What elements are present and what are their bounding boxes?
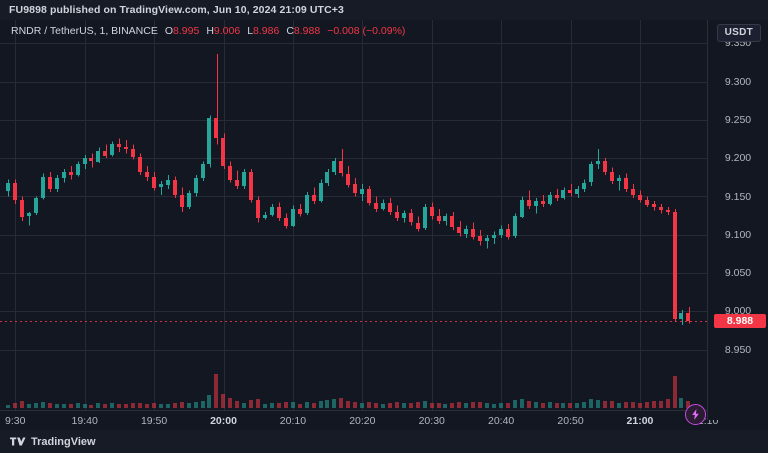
current-price-tag: 8.988 bbox=[714, 313, 766, 328]
attribution-bar: FU9898 published on TradingView.com, Jun… bbox=[0, 0, 768, 20]
high-label: H bbox=[206, 25, 214, 37]
low-label: L bbox=[247, 25, 254, 37]
volume-bars bbox=[6, 374, 690, 408]
close-label: C bbox=[286, 25, 294, 37]
time-tick: 20:20 bbox=[349, 415, 376, 427]
tradingview-logo-icon bbox=[10, 437, 26, 446]
time-tick: 20:30 bbox=[418, 415, 445, 427]
open-label: O bbox=[164, 25, 174, 37]
chart-legend: RNDR / TetherUS, 1, BINANCE O8.995 H9.00… bbox=[0, 20, 768, 42]
high-value: 9.006 bbox=[213, 25, 241, 37]
lightning-event-marker-icon[interactable] bbox=[685, 404, 707, 425]
price-tick: 8.950 bbox=[724, 343, 752, 356]
candlesticks bbox=[6, 54, 690, 326]
time-tick: 20:10 bbox=[279, 415, 307, 427]
price-tick: 9.300 bbox=[724, 75, 752, 88]
time-axis[interactable]: 9:30 19:40 19:50 20:00 20:10 20:20 20:30 20:40 2… bbox=[0, 410, 718, 431]
symbol-label[interactable]: RNDR / TetherUS, 1, BINANCE bbox=[11, 25, 158, 37]
time-tick: 20:00 bbox=[210, 415, 237, 427]
price-axis[interactable]: 9.350 9.300 9.250 9.200 9.150 9.100 9.050 9.000… bbox=[707, 20, 768, 420]
time-tick: 19:50 bbox=[140, 415, 168, 427]
close-value: 8.988 bbox=[293, 25, 321, 37]
price-tick: 9.200 bbox=[724, 152, 752, 165]
tradingview-brand-label: TradingView bbox=[31, 435, 96, 448]
price-tick: 9.250 bbox=[724, 113, 752, 126]
ohlc-open: O8.995 bbox=[165, 25, 199, 37]
time-tick: 21:00 bbox=[626, 415, 654, 427]
lightning-bolt-glyph bbox=[692, 409, 699, 420]
ohlc-close: C8.988 bbox=[286, 25, 320, 37]
grid-lines bbox=[0, 20, 708, 410]
ohlc-high: H9.006 bbox=[206, 25, 240, 37]
open-value: 8.995 bbox=[173, 25, 200, 37]
price-plot[interactable] bbox=[0, 20, 708, 410]
time-tick: 20:40 bbox=[488, 415, 515, 427]
time-tick: 19:40 bbox=[71, 415, 98, 427]
footer-bar: TradingView bbox=[0, 430, 768, 453]
price-tick: 9.100 bbox=[724, 228, 752, 241]
currency-badge[interactable]: USDT bbox=[716, 24, 761, 42]
change-value: −0.008 (−0.09%) bbox=[327, 25, 406, 37]
time-tick: 20:50 bbox=[557, 415, 584, 427]
ohlc-low: L8.986 bbox=[247, 25, 279, 37]
low-value: 8.986 bbox=[253, 25, 280, 37]
price-tick: 9.050 bbox=[724, 267, 752, 280]
time-tick: 9:30 bbox=[5, 415, 26, 427]
attribution-text: FU9898 published on TradingView.com, Jun… bbox=[9, 4, 344, 16]
price-tick: 9.150 bbox=[724, 190, 752, 203]
